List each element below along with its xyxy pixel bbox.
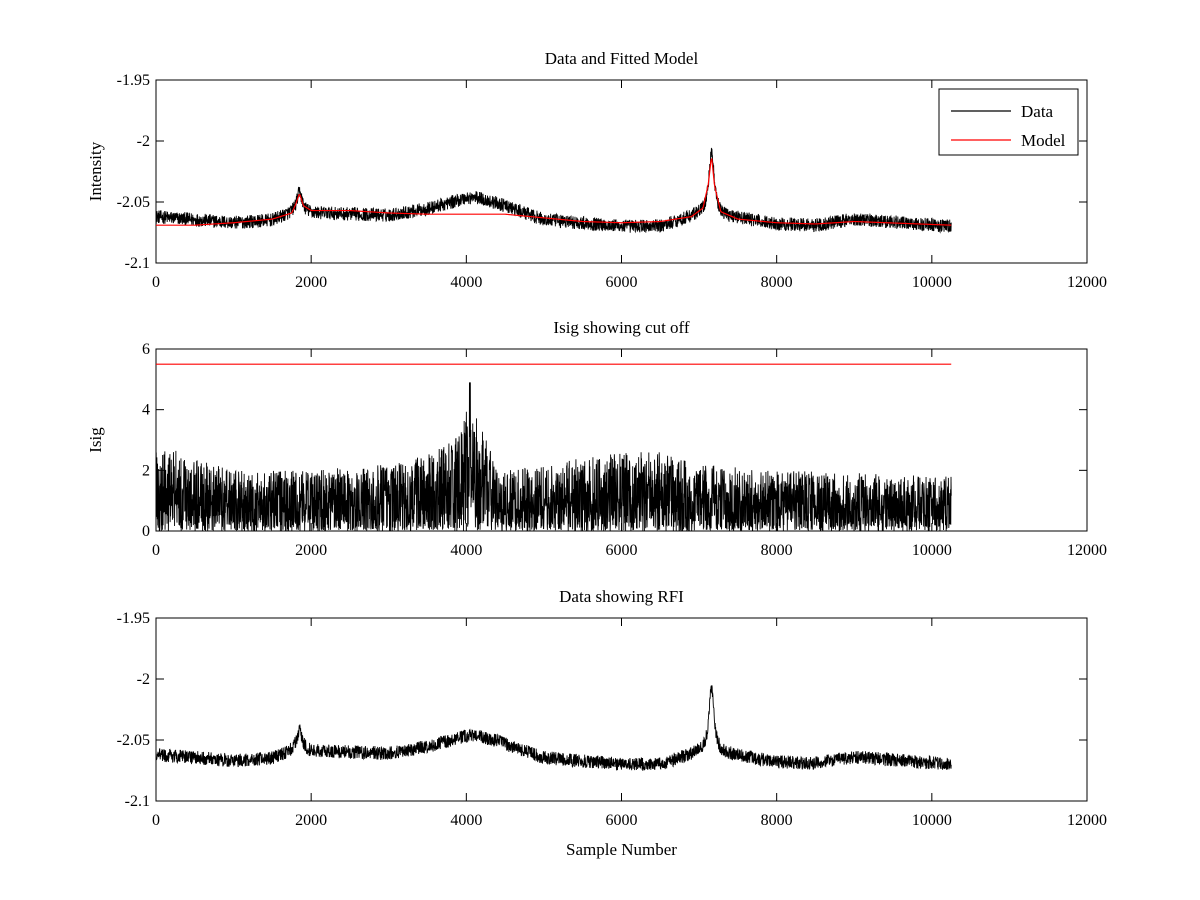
y-tick-label: -2.05: [117, 732, 150, 749]
y-axis-label: Intensity: [86, 141, 105, 201]
y-tick-label: -2.1: [125, 255, 150, 272]
x-tick-label: 12000: [1067, 812, 1107, 829]
x-tick-label: 2000: [295, 542, 327, 559]
legend-box: [938, 88, 1079, 156]
x-tick-label: 2000: [295, 274, 327, 291]
x-tick-label: 0: [152, 812, 160, 829]
y-tick-label: 6: [142, 341, 150, 358]
chart-panel-2: 0 2000 4000 6000 8000 10000 12000 0 2 4 6 Isig show…: [86, 318, 1107, 559]
x-tick-label: 12000: [1067, 542, 1107, 559]
x-tick-label: 8000: [761, 812, 793, 829]
x-tick-label: 6000: [606, 542, 638, 559]
x-tick-label: 4000: [450, 812, 482, 829]
y-tick-label: -2.05: [117, 194, 150, 211]
y-tick-label: -2: [137, 133, 150, 150]
x-tick-label: 6000: [606, 274, 638, 291]
x-tick-label: 10000: [912, 812, 952, 829]
chart-panel-3: 0 2000 4000 6000 8000 10000 12000 -1.95 -2 -2.05 -…: [117, 587, 1107, 859]
y-tick-label: 2: [142, 462, 150, 479]
y-tick-label: -2.1: [125, 793, 150, 810]
chart-title: Isig showing cut off: [553, 318, 689, 337]
y-tick-label: -1.95: [117, 610, 150, 627]
legend-label-model: Model: [1021, 131, 1066, 150]
x-tick-label: 10000: [912, 274, 952, 291]
chart-title: Data and Fitted Model: [545, 49, 699, 68]
y-tick-label: -1.95: [117, 72, 150, 89]
y-tick-label: -2: [137, 671, 150, 688]
y-axis-label: Isig: [86, 427, 105, 453]
x-tick-label: 0: [152, 274, 160, 291]
x-tick-label: 6000: [606, 812, 638, 829]
x-tick-label: 12000: [1067, 274, 1107, 291]
y-tick-label: 0: [142, 523, 150, 540]
x-tick-label: 0: [152, 542, 160, 559]
x-axis-label: Sample Number: [566, 840, 677, 859]
x-tick-label: 4000: [450, 542, 482, 559]
legend: Data Model: [938, 88, 1079, 156]
series-line-series-1: [156, 685, 952, 771]
series-line-model: [156, 158, 952, 226]
legend-label-data: Data: [1021, 102, 1054, 121]
axes-box: [155, 617, 1088, 802]
x-tick-label: 4000: [450, 274, 482, 291]
chart-panel-1: 0 2000 4000 6000 8000 10000 12000 -1.95 -2 -2.05 -…: [86, 49, 1107, 291]
x-tick-label: 2000: [295, 812, 327, 829]
series-line-data: [156, 147, 952, 234]
x-tick-label: 8000: [761, 542, 793, 559]
x-tick-label: 10000: [912, 542, 952, 559]
series-line-series-1: [156, 382, 952, 531]
y-tick-label: 4: [142, 402, 150, 419]
chart-title: Data showing RFI: [559, 587, 684, 606]
x-tick-label: 8000: [761, 274, 793, 291]
